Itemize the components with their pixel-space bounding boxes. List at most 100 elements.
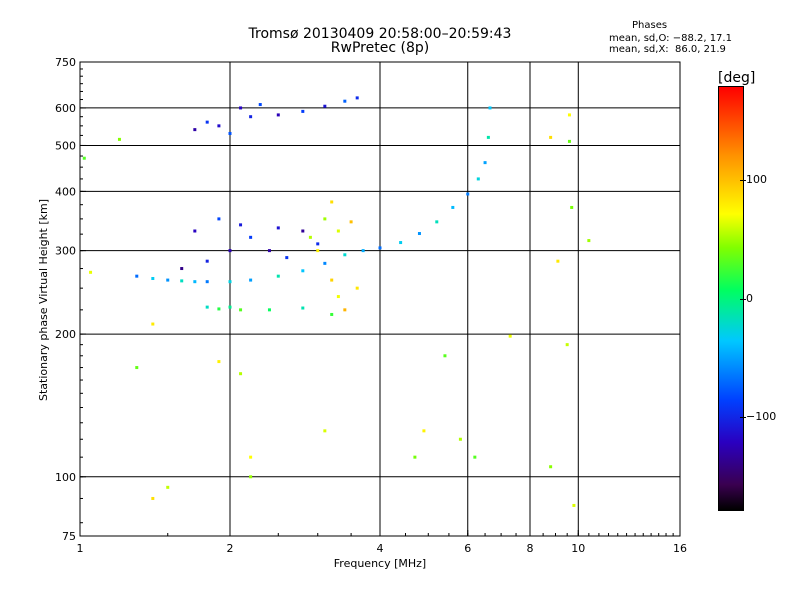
data-point	[323, 217, 327, 221]
data-point	[151, 496, 155, 500]
data-point	[239, 106, 243, 110]
data-point	[276, 274, 280, 278]
x-tick-label: 6	[464, 542, 471, 555]
data-point	[249, 278, 253, 282]
data-point	[443, 354, 447, 358]
y-tick-label: 750	[55, 56, 76, 69]
data-point	[549, 135, 553, 139]
data-point	[166, 278, 170, 282]
data-point	[180, 267, 184, 271]
data-point	[567, 139, 571, 143]
data-point	[343, 99, 347, 103]
data-point	[330, 200, 334, 204]
data-point	[276, 113, 280, 117]
data-point	[343, 308, 347, 312]
data-point	[205, 305, 209, 309]
data-point	[572, 503, 576, 507]
data-point	[343, 253, 347, 257]
y-tick-label: 200	[55, 328, 76, 341]
data-point	[323, 104, 327, 108]
y-tick-label: 500	[55, 139, 76, 152]
data-point	[180, 279, 184, 283]
data-point	[89, 270, 93, 274]
data-point	[476, 177, 480, 181]
colorbar-tick-label: 0	[746, 291, 753, 305]
data-point	[82, 156, 86, 160]
phases-label: Phases	[632, 20, 668, 31]
data-point	[151, 277, 155, 281]
data-point	[466, 192, 470, 196]
data-point	[239, 372, 243, 376]
x-axis-label: Frequency [MHz]	[334, 557, 426, 570]
data-point	[378, 246, 382, 250]
data-point	[267, 308, 271, 312]
y-tick-label: 600	[55, 102, 76, 115]
data-point	[417, 232, 421, 236]
data-point	[258, 103, 262, 107]
chart-title-line1: Tromsø 20130409 20:58:00–20:59:43	[248, 26, 512, 42]
data-point	[228, 280, 232, 284]
x-tick-label: 4	[377, 542, 384, 555]
axis-ticks: 1 2 4 6 8 10 16 75 100 200 300 400 500 600 750	[55, 56, 687, 555]
data-point	[323, 261, 327, 265]
data-point	[336, 229, 340, 233]
data-point	[276, 226, 280, 230]
data-point	[399, 241, 403, 245]
data-point	[249, 115, 253, 119]
data-point	[217, 217, 221, 221]
data-point	[323, 429, 327, 433]
data-point	[355, 96, 359, 100]
data-point	[135, 274, 139, 278]
phases-o-stats: mean, sd,O: −88.2, 17.1	[609, 33, 732, 44]
data-point	[567, 113, 571, 117]
data-point	[488, 106, 492, 110]
data-point	[349, 220, 353, 224]
data-point	[249, 475, 253, 479]
data-point	[217, 307, 221, 311]
data-point	[301, 109, 305, 113]
data-point	[330, 278, 334, 282]
data-point	[508, 334, 512, 338]
data-point	[301, 229, 305, 233]
data-point	[228, 131, 232, 135]
data-point	[316, 249, 320, 253]
colorbar-tick-mark	[740, 298, 746, 300]
data-point	[556, 259, 560, 263]
data-point	[228, 305, 232, 309]
colorbar-unit: [deg]	[718, 70, 756, 86]
data-point	[336, 295, 340, 299]
data-point	[166, 485, 170, 489]
data-point	[301, 269, 305, 273]
data-point	[308, 235, 312, 239]
y-tick-label: 100	[55, 471, 76, 484]
data-point	[422, 429, 426, 433]
x-tick-label: 1	[77, 542, 84, 555]
data-point	[355, 286, 359, 290]
data-point	[249, 235, 253, 239]
data-point	[587, 239, 591, 243]
data-point	[483, 161, 487, 165]
data-point	[570, 205, 574, 209]
colorbar-tick-label: −100	[746, 409, 777, 423]
data-point	[549, 465, 553, 469]
data-point	[249, 455, 253, 459]
data-point	[301, 306, 305, 310]
y-tick-label: 75	[62, 530, 76, 543]
data-point	[473, 455, 477, 459]
colorbar-tick-mark	[740, 416, 746, 418]
data-point	[193, 229, 197, 233]
data-points	[82, 96, 591, 507]
data-point	[451, 205, 455, 209]
phases-x-stats: mean, sd,X: 86.0, 21.9	[609, 44, 726, 55]
data-point	[267, 249, 271, 253]
y-axis-label: Stationary phase Virtual Height [km]	[37, 199, 50, 401]
y-tick-label: 300	[55, 245, 76, 258]
data-point	[205, 280, 209, 284]
data-point	[193, 280, 197, 284]
x-tick-label: 16	[673, 542, 687, 555]
data-point	[217, 360, 221, 364]
data-point	[413, 455, 417, 459]
x-tick-label: 8	[527, 542, 534, 555]
data-point	[193, 128, 197, 132]
